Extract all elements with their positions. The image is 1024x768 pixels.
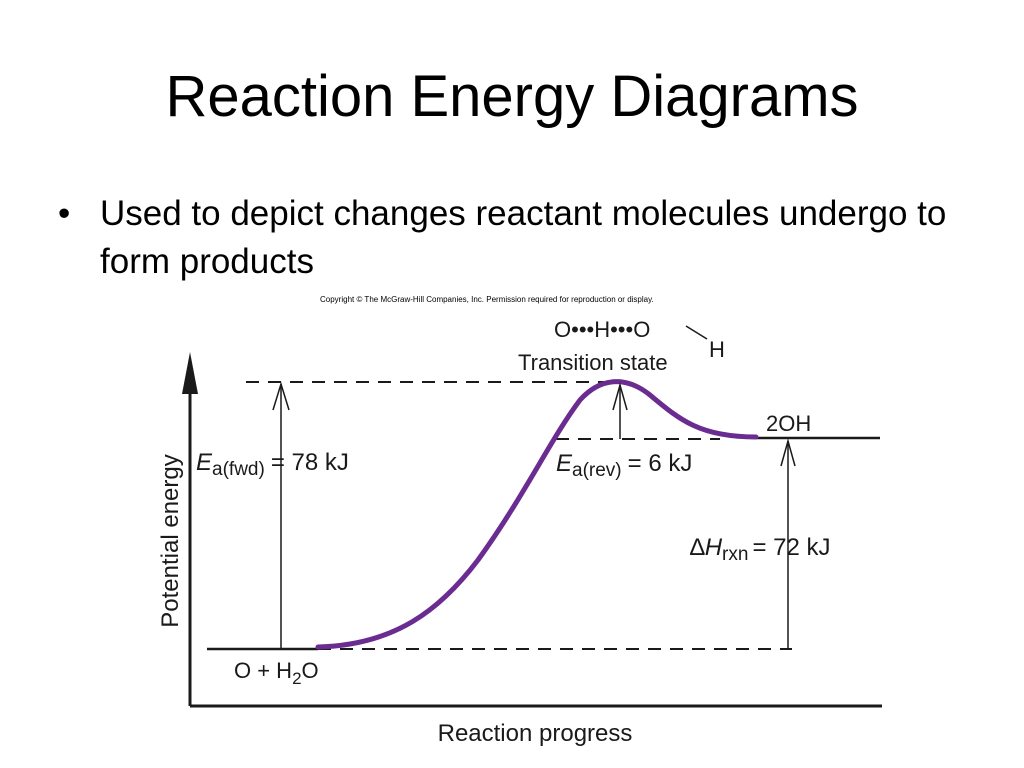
bullet-list: • Used to depict changes reactant molecu… [58, 190, 958, 286]
y-axis-label: Potential energy [157, 454, 184, 627]
transition-structure-h: H [709, 337, 725, 362]
x-axis-label: Reaction progress [438, 720, 633, 747]
dh-rxn-label: ∆Hrxn = 72 kJ [690, 534, 830, 565]
ea-fwd-label: Ea(fwd) = 78 kJ [196, 449, 349, 480]
ea-fwd-arrowhead [272, 381, 290, 411]
bullet-dot: • [58, 194, 71, 233]
slide-title: Reaction Energy Diagrams [165, 64, 859, 129]
reactants-label: O + H2O [234, 658, 319, 688]
y-axis-arrowhead [182, 352, 198, 394]
products-label: 2OH [766, 411, 811, 436]
ea-rev-arrowhead [612, 382, 628, 411]
transition-state-label: Transition state [518, 350, 668, 375]
ea-rev-label: Ea(rev) = 6 kJ [556, 450, 692, 481]
transition-structure-bond [685, 325, 708, 340]
transition-structure: O•••H•••O [554, 317, 650, 342]
dh-rxn-arrowhead [780, 438, 796, 467]
reaction-curve [315, 379, 759, 650]
bullet-text: Used to depict changes reactant molecule… [100, 194, 947, 281]
bullet-item: • Used to depict changes reactant molecu… [58, 190, 958, 286]
copyright-notice: Copyright © The McGraw-Hill Companies, I… [320, 295, 654, 304]
